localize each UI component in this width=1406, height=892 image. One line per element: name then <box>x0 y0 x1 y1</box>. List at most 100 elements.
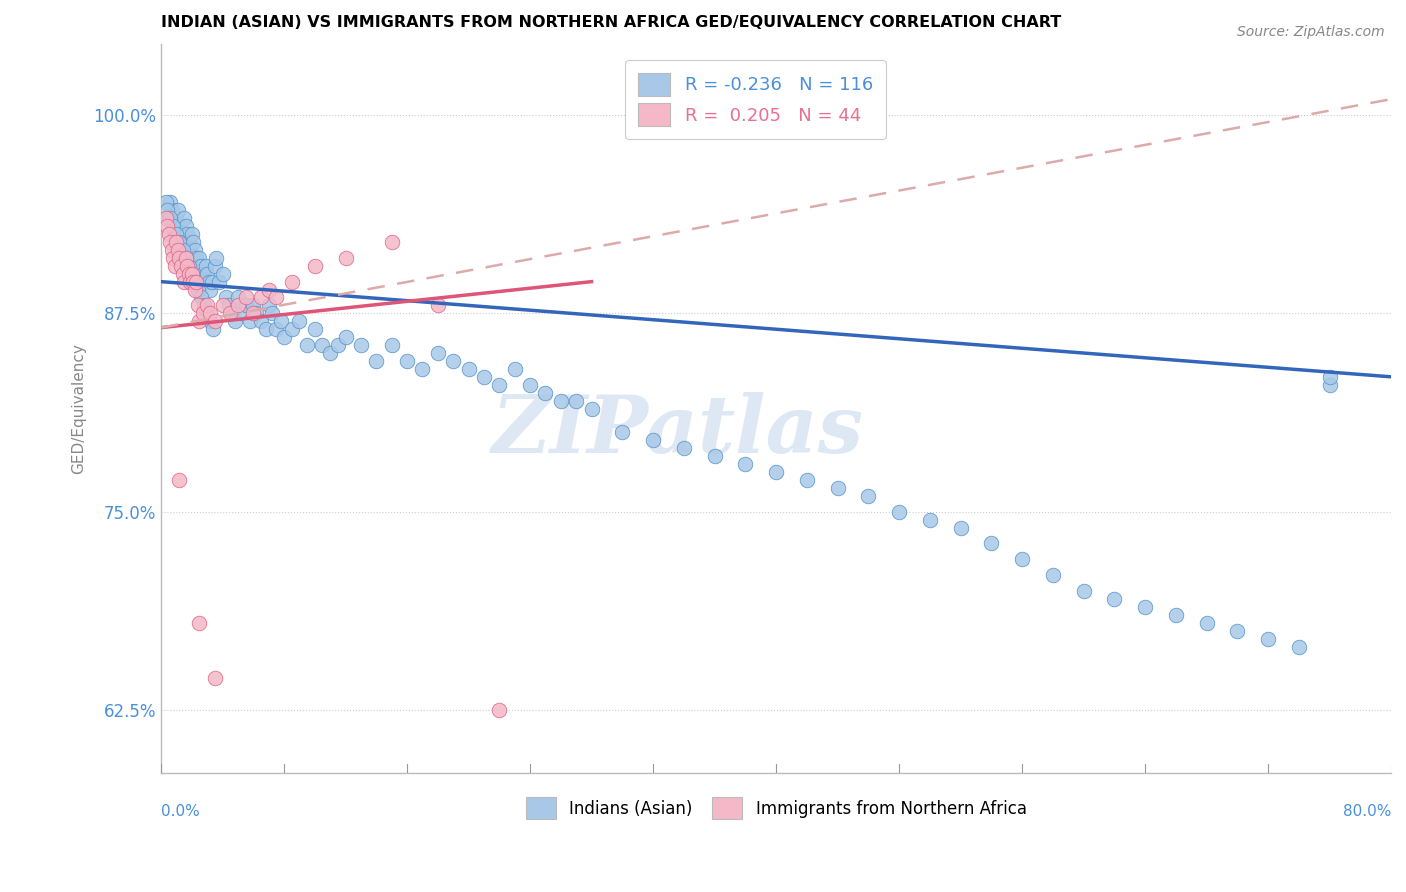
Point <box>1164 607 1187 622</box>
Point <box>1319 369 1341 384</box>
Point <box>519 377 541 392</box>
Point <box>177 259 200 273</box>
Point <box>160 243 183 257</box>
Point <box>1288 640 1310 654</box>
Point <box>288 314 311 328</box>
Point <box>411 362 433 376</box>
Point <box>257 283 280 297</box>
Point <box>172 243 194 257</box>
Point <box>335 251 357 265</box>
Point <box>250 314 273 328</box>
Point <box>441 354 464 368</box>
Point <box>188 615 211 630</box>
Point <box>202 322 225 336</box>
Point <box>229 306 252 320</box>
Point <box>174 219 197 233</box>
Point <box>176 227 198 241</box>
Point <box>180 227 202 241</box>
Point <box>488 377 510 392</box>
Point <box>191 267 214 281</box>
Point <box>565 393 588 408</box>
Point <box>157 227 180 241</box>
Point <box>426 346 449 360</box>
Point <box>180 267 202 281</box>
Text: ZIPatlas: ZIPatlas <box>492 392 863 469</box>
Point <box>204 314 226 328</box>
Point <box>257 298 280 312</box>
Text: INDIAN (ASIAN) VS IMMIGRANTS FROM NORTHERN AFRICA GED/EQUIVALENCY CORRELATION CH: INDIAN (ASIAN) VS IMMIGRANTS FROM NORTHE… <box>162 15 1062 30</box>
Text: 80.0%: 80.0% <box>1343 804 1391 819</box>
Point <box>1195 615 1218 630</box>
Point <box>159 195 181 210</box>
Point <box>157 211 180 226</box>
Point <box>1042 568 1064 582</box>
Point <box>169 251 191 265</box>
Point <box>193 298 215 312</box>
Point <box>193 275 215 289</box>
Legend: Indians (Asian), Immigrants from Northern Africa: Indians (Asian), Immigrants from Norther… <box>517 789 1035 827</box>
Point <box>242 298 264 312</box>
Point <box>173 211 195 226</box>
Point <box>184 243 207 257</box>
Point <box>326 338 349 352</box>
Point <box>1257 632 1279 646</box>
Point <box>165 227 187 241</box>
Point <box>350 338 373 352</box>
Y-axis label: GED/Equivalency: GED/Equivalency <box>72 343 86 474</box>
Point <box>187 283 209 297</box>
Point <box>226 291 249 305</box>
Point <box>179 275 201 289</box>
Point <box>184 283 207 297</box>
Point <box>245 306 267 320</box>
Point <box>295 338 318 352</box>
Point <box>204 259 226 273</box>
Point <box>170 259 193 273</box>
Point <box>426 298 449 312</box>
Point <box>195 298 218 312</box>
Point <box>186 251 208 265</box>
Point <box>381 235 404 249</box>
Point <box>534 385 557 400</box>
Point <box>163 259 186 273</box>
Point <box>1073 584 1095 599</box>
Point <box>319 346 342 360</box>
Point <box>197 275 219 289</box>
Point <box>200 306 222 320</box>
Point <box>239 314 262 328</box>
Point <box>703 449 725 463</box>
Point <box>186 275 208 289</box>
Point <box>980 536 1002 550</box>
Point <box>169 473 191 487</box>
Point <box>172 267 194 281</box>
Point <box>188 314 211 328</box>
Point <box>304 322 326 336</box>
Point <box>219 306 242 320</box>
Point <box>156 219 179 233</box>
Point <box>169 219 191 233</box>
Point <box>858 489 880 503</box>
Point <box>335 330 357 344</box>
Text: Source: ZipAtlas.com: Source: ZipAtlas.com <box>1237 25 1385 39</box>
Point <box>204 671 226 685</box>
Point <box>188 251 211 265</box>
Point <box>179 243 201 257</box>
Point <box>155 195 177 210</box>
Point <box>765 465 787 479</box>
Point <box>280 322 302 336</box>
Point <box>918 513 941 527</box>
Point <box>503 362 526 376</box>
Point <box>887 505 910 519</box>
Point <box>165 211 187 226</box>
Point <box>1104 591 1126 606</box>
Point <box>224 314 246 328</box>
Point <box>1011 552 1033 566</box>
Point <box>472 369 495 384</box>
Point <box>180 267 202 281</box>
Point <box>211 298 233 312</box>
Point <box>174 251 197 265</box>
Point <box>280 275 302 289</box>
Point <box>581 401 603 416</box>
Point <box>162 219 184 233</box>
Point <box>266 291 288 305</box>
Point <box>201 275 224 289</box>
